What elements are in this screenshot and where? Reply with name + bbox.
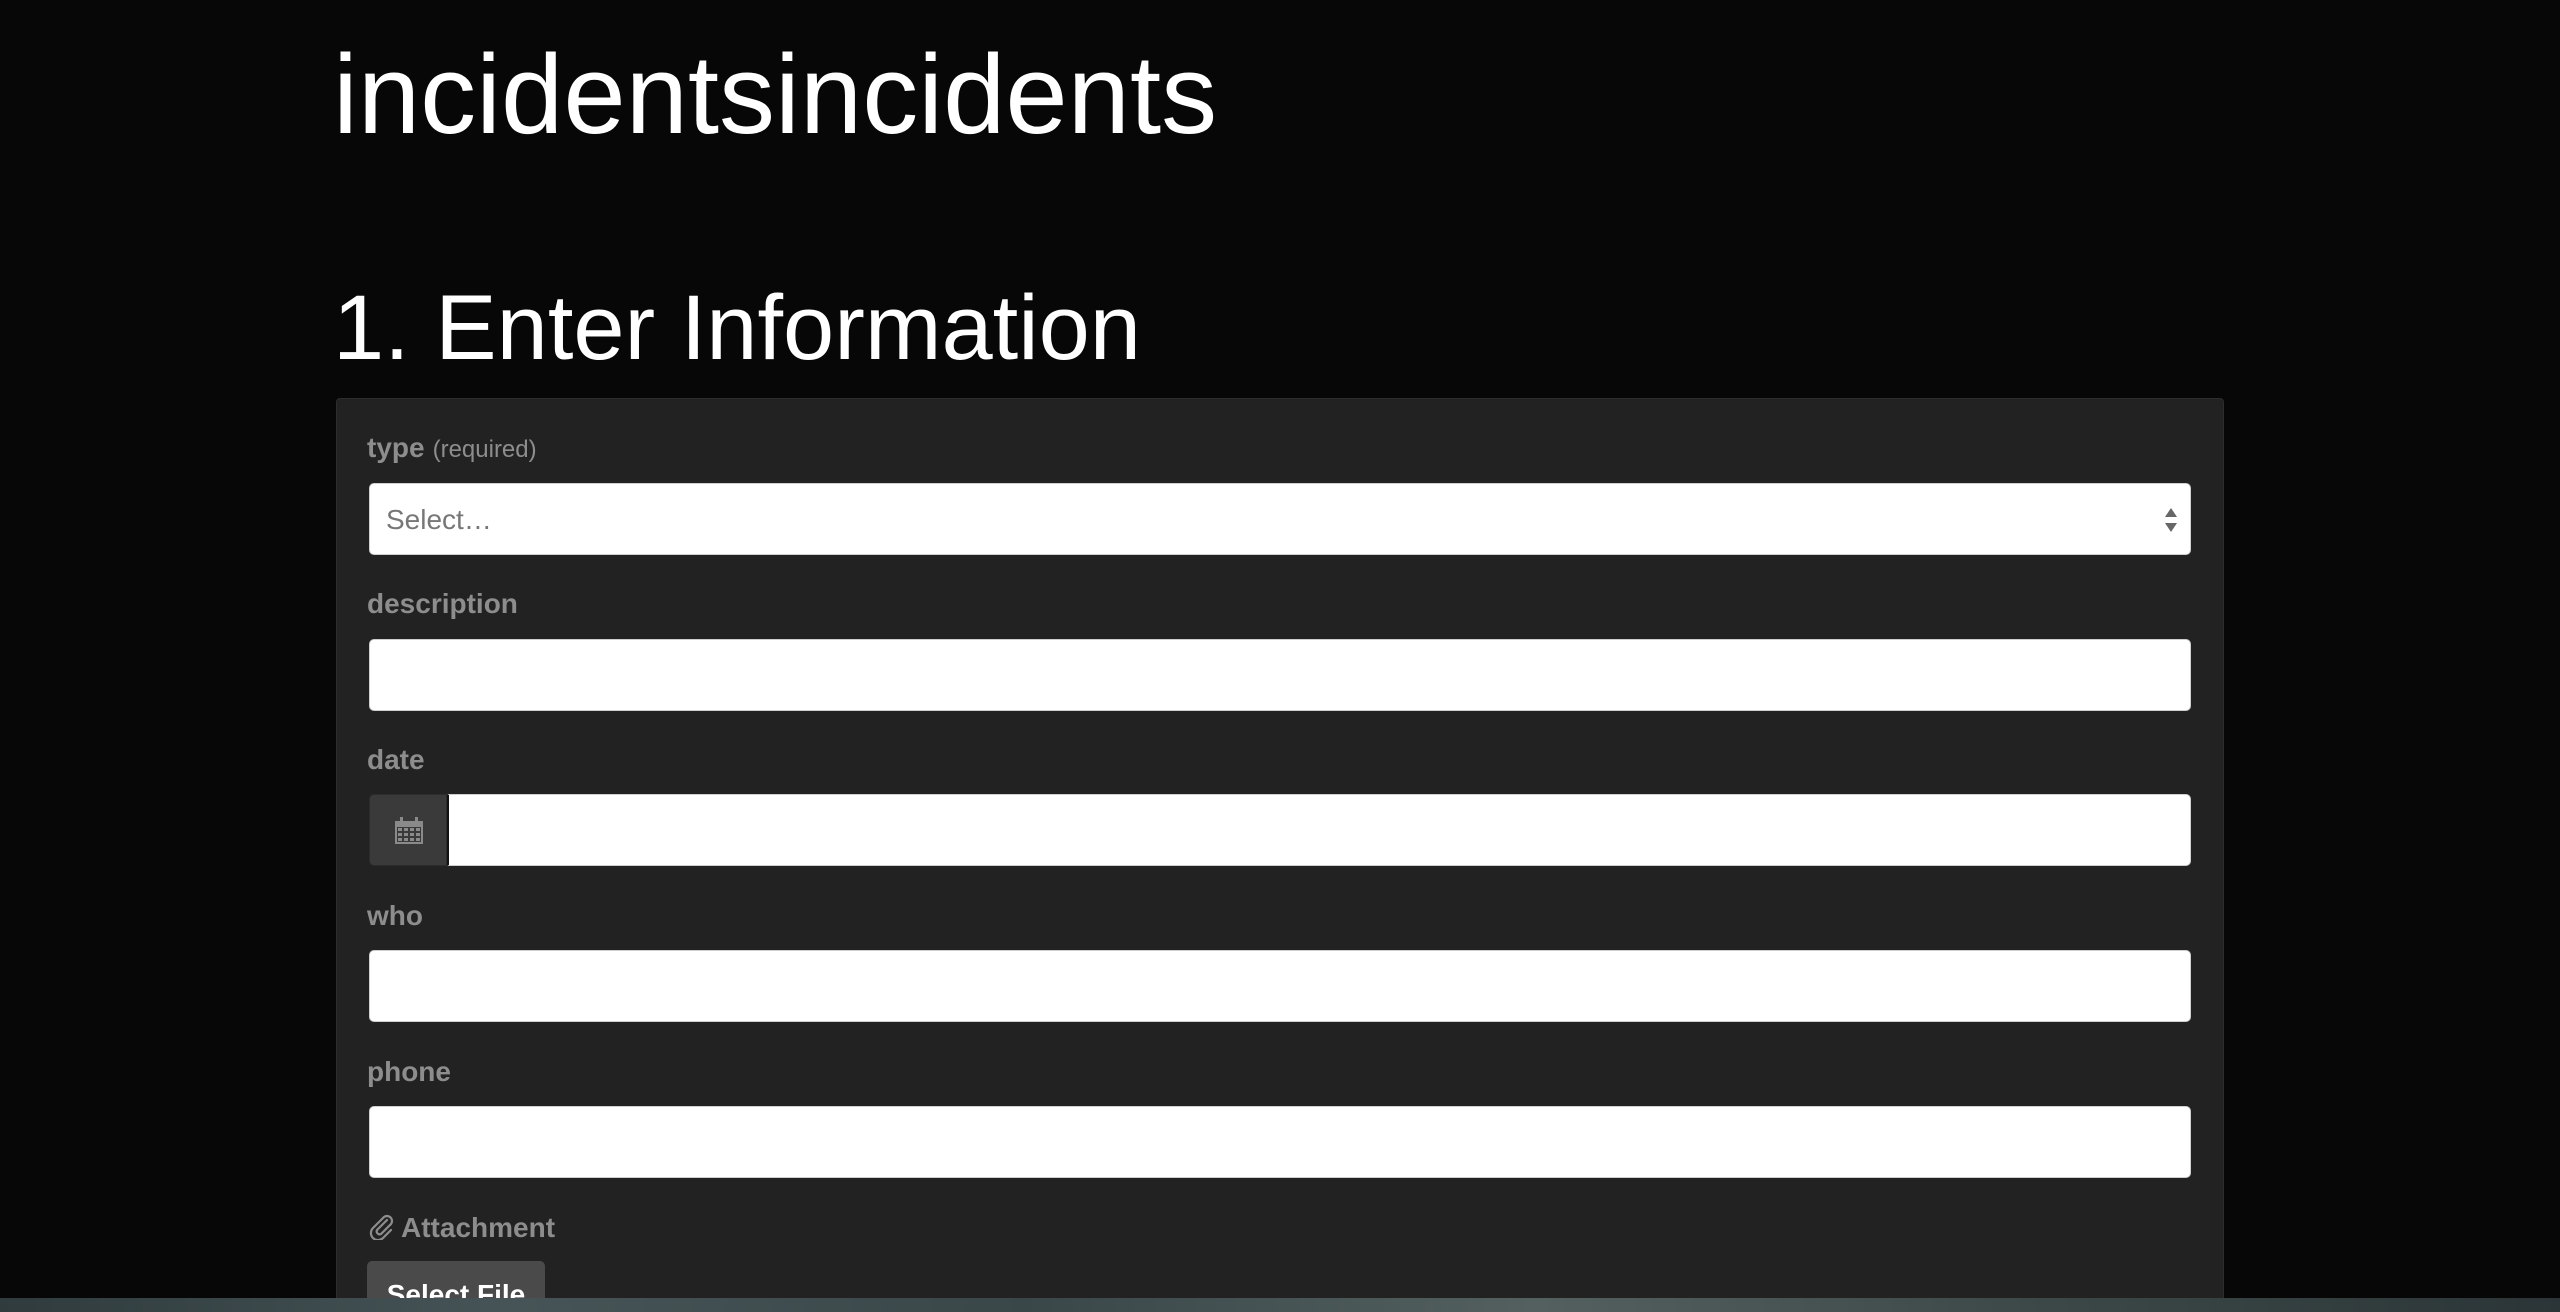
attachment-label-text: Attachment	[401, 1212, 556, 1243]
paperclip-icon	[369, 1214, 394, 1242]
calendar-icon	[395, 817, 423, 844]
type-label-text: type	[367, 432, 425, 463]
date-field-group	[369, 794, 2191, 866]
type-select-value: Select…	[386, 504, 492, 535]
date-picker-button[interactable]	[369, 794, 447, 866]
date-label: date	[367, 744, 425, 775]
type-label: type (required)	[367, 431, 537, 467]
select-arrows-icon	[2165, 508, 2177, 532]
who-label: who	[367, 900, 423, 931]
date-input[interactable]	[447, 794, 2191, 866]
type-select[interactable]: Select…	[369, 483, 2191, 555]
attachment-label: Attachment	[367, 1211, 555, 1245]
phone-label: phone	[367, 1056, 451, 1087]
section-title: 1. Enter Information	[333, 277, 1141, 379]
who-input[interactable]	[369, 950, 2191, 1022]
description-label: description	[367, 588, 518, 619]
phone-input[interactable]	[369, 1106, 2191, 1178]
app-title: incidentsincidents	[333, 32, 1218, 157]
incident-form: type (required) Select… description date	[336, 398, 2224, 1312]
description-input[interactable]	[369, 639, 2191, 711]
required-note: (required)	[432, 436, 537, 463]
background-image-strip	[0, 1298, 2560, 1312]
